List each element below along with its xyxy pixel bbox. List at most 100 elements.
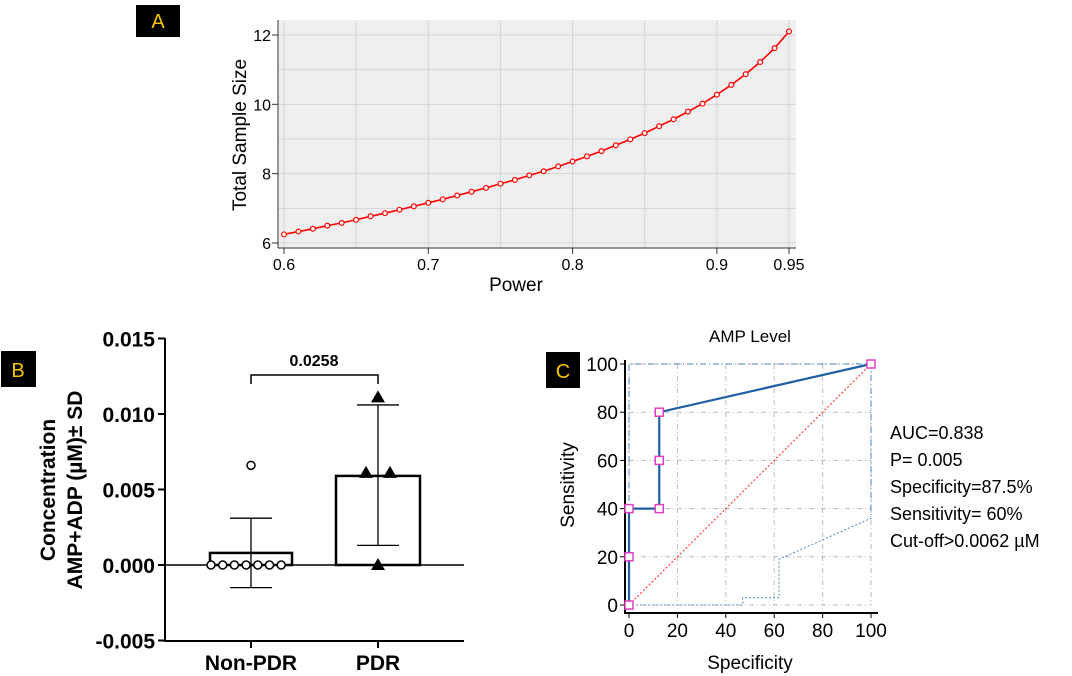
data-point [684, 108, 691, 115]
y-tick-label: 20 [597, 548, 618, 569]
data-point [367, 213, 374, 220]
data-point-non-pdr [246, 460, 256, 471]
y-tick-label: 0.010 [102, 404, 155, 427]
data-point-pdr [371, 390, 385, 403]
plot-a-background [278, 20, 796, 248]
panel-c: C AMP Level 0 20 40 60 80 100 0 20 40 60 80 100 Spe… [546, 327, 1040, 674]
data-point [439, 196, 446, 203]
data-point [468, 188, 475, 195]
plot-b: -0.005 0.000 0.005 0.010 0.015 Non-PDR PDR [95, 329, 464, 675]
plot-a-xlabel: Power [489, 275, 544, 296]
x-tick-label: 0.6 [273, 257, 295, 274]
data-point-pdr [383, 465, 397, 478]
data-point [309, 225, 316, 232]
y-tick-label: 10 [253, 97, 271, 114]
y-tick-label: -0.005 [95, 631, 155, 654]
data-point [569, 158, 576, 165]
data-point [396, 206, 403, 213]
x-tick-label: 0.7 [417, 257, 439, 274]
data-point [410, 203, 417, 210]
data-point [757, 59, 764, 66]
annotation-auc: AUC=0.838 [890, 423, 984, 443]
data-point [742, 71, 749, 78]
plot-c-ylabel: Sensitivity [558, 442, 579, 528]
panel-a-label: A [151, 11, 165, 33]
x-tick-label: PDR [356, 652, 400, 675]
x-tick-label: 0.95 [773, 257, 804, 274]
data-point-non-pdr [241, 560, 251, 570]
roc-point [654, 455, 664, 466]
data-point [511, 176, 518, 183]
y-tick-label: 0 [607, 596, 618, 617]
x-tick-label: 0.8 [561, 257, 583, 274]
annotation-p: P= 0.005 [890, 450, 963, 470]
annotation-specificity: Specificity=87.5% [890, 477, 1033, 497]
panel-b: B Concentration AMP+ADP (µM)± SD -0.005 0… [1, 329, 464, 675]
y-tick-label: 0.015 [102, 329, 155, 352]
data-point-pdr [359, 465, 373, 478]
x-tick-label: 100 [855, 621, 887, 642]
x-tick-label: 80 [812, 621, 833, 642]
data-point-non-pdr [253, 560, 263, 570]
data-point [713, 91, 720, 98]
panel-b-label: B [11, 360, 24, 382]
data-point [728, 81, 735, 88]
plot-c: 0 20 40 60 80 100 0 20 40 60 80 100 [586, 355, 887, 642]
y-tick-label: 12 [253, 28, 271, 45]
data-point-non-pdr [217, 560, 228, 570]
annotation-sensitivity: Sensitivity= 60% [890, 504, 1023, 524]
data-point [540, 168, 547, 175]
roc-curve [627, 362, 872, 605]
data-point [598, 148, 605, 155]
panel-c-label-box [546, 352, 580, 388]
y-tick-label: 0.000 [102, 555, 155, 578]
roc-point [866, 359, 876, 369]
roc-point [654, 407, 664, 417]
roc-point [624, 600, 634, 610]
data-point [555, 163, 562, 170]
panel-c-label: C [556, 361, 570, 383]
x-tick-label: 20 [667, 621, 688, 642]
data-point [295, 228, 302, 235]
annotation-cutoff: Cut-off>0.0062 µM [890, 531, 1040, 551]
y-tick-label: 8 [262, 167, 271, 184]
plot-c-xlabel: Specificity [707, 653, 793, 674]
y-tick-label: 6 [262, 236, 271, 253]
data-point [583, 153, 590, 160]
significance-bracket [250, 374, 379, 384]
panel-a: A 0.6 0.7 0.8 0.9 0.95 6 8 10 12 Power Total Sam… [136, 5, 805, 296]
data-point [785, 28, 792, 35]
data-point-pdr [371, 558, 385, 570]
data-point [641, 130, 648, 137]
ci-lower-line [636, 517, 872, 606]
data-point [627, 136, 634, 143]
x-tick-label: Non-PDR [205, 652, 297, 675]
data-point [699, 100, 706, 107]
data-point [656, 123, 663, 130]
data-point [526, 172, 533, 179]
data-point [483, 184, 490, 191]
data-point [353, 216, 360, 223]
data-point-non-pdr [264, 560, 275, 570]
x-tick-label: 0 [624, 621, 635, 642]
data-point-non-pdr [276, 560, 286, 570]
data-point [454, 192, 461, 199]
data-point [771, 45, 778, 52]
y-tick-label: 60 [597, 451, 618, 472]
data-point-non-pdr [229, 560, 240, 570]
roc-point [624, 503, 634, 514]
data-point [382, 210, 389, 217]
data-point [324, 222, 331, 229]
data-point [670, 116, 677, 123]
data-point-non-pdr [206, 560, 216, 570]
reference-diagonal [628, 363, 872, 606]
plot-b-ylabel-2: AMP+ADP (µM)± SD [64, 391, 87, 590]
data-point [497, 180, 504, 187]
plot-b-ylabel-1: Concentration [37, 419, 60, 561]
plot-c-title: AMP Level [709, 327, 791, 346]
data-point [612, 142, 619, 149]
roc-annotations: AUC=0.838 P= 0.005 Specificity=87.5% Sen… [890, 423, 1040, 551]
data-point [281, 231, 288, 238]
plot-a-ylabel: Total Sample Size [230, 59, 251, 211]
